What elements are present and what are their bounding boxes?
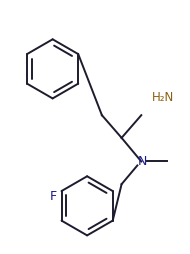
Text: N: N [138,155,147,168]
Text: F: F [50,190,57,203]
Text: H₂N: H₂N [152,91,174,104]
